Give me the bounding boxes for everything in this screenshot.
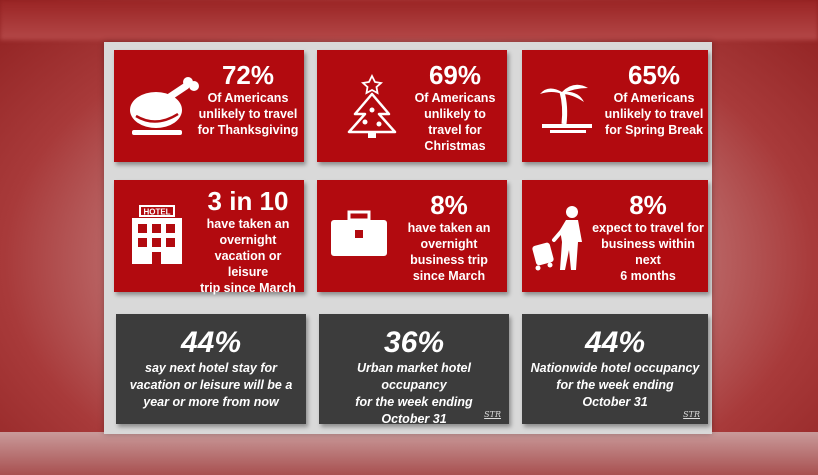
infographic-panel: 72% Of Americans unlikely to travel for …: [104, 42, 712, 434]
stat-line: year or more from now: [143, 395, 279, 409]
stat-line: overnight: [420, 237, 478, 251]
stat-line: travel for: [428, 123, 482, 137]
background-blur-top: [0, 0, 818, 40]
hotel-sign-text: HOTEL: [143, 208, 170, 217]
stat-value: 8%: [629, 190, 667, 220]
stat-line: since March: [412, 269, 486, 283]
stat-line: for Spring Break: [605, 123, 703, 137]
stat-value: 72%: [221, 60, 275, 90]
christmas-tree-icon: [347, 74, 397, 138]
stat-line: unlikely to travel: [198, 107, 298, 121]
background-blur-bottom: [0, 432, 818, 475]
stat-line: overnight: [219, 233, 277, 247]
stat-line: business within next: [601, 237, 695, 267]
stat-card-nationwide-occupancy: 44% Nationwide hotel occupancy for the w…: [522, 314, 708, 424]
stat-card-business-trip: 8% have taken an overnight business trip…: [317, 180, 507, 292]
stat-line: expect to travel for: [592, 221, 704, 235]
stat-value: 44%: [180, 326, 242, 359]
stat-line: Of Americans: [613, 91, 695, 105]
stat-line: have taken an: [206, 217, 290, 231]
stat-line: trip since March: [200, 281, 296, 295]
stat-line: vacation or leisure: [214, 249, 282, 279]
stat-line: business trip: [410, 253, 488, 267]
stat-value: 36%: [383, 326, 445, 359]
stat-line: October 31: [381, 412, 447, 426]
stat-line: vacation or leisure will be a: [129, 378, 293, 392]
traveler-luggage-icon: [532, 206, 582, 271]
stat-card-urban-occupancy: 36% Urban market hotel occupancy for the…: [319, 314, 509, 426]
stat-value: 8%: [430, 190, 468, 220]
stat-line: Urban market hotel occupancy: [357, 361, 471, 392]
stat-line: for the week ending: [355, 395, 473, 409]
stat-card-thanksgiving: 72% Of Americans unlikely to travel for …: [114, 50, 304, 162]
briefcase-icon: [331, 210, 387, 256]
stat-value: 69%: [428, 60, 482, 90]
stat-card-leisure-trip: HOTEL 3 in 10 have taken an overnight va…: [114, 180, 304, 295]
stat-line: 6 months: [620, 269, 676, 283]
stat-line: unlikely to travel: [604, 107, 704, 121]
stat-line: Christmas: [424, 139, 486, 153]
stat-value: 44%: [584, 326, 646, 359]
stat-line: Of Americans: [414, 91, 496, 105]
stat-line: October 31: [582, 395, 648, 409]
hotel-icon: HOTEL: [132, 205, 182, 264]
turkey-icon: [130, 77, 199, 135]
stat-value: 3 in 10: [207, 186, 289, 216]
stat-line: Nationwide hotel occupancy: [530, 361, 700, 375]
source-label: STR: [683, 410, 700, 419]
stat-line: Of Americans: [207, 91, 289, 105]
stat-card-spring-break: 65% Of Americans unlikely to travel for …: [522, 50, 708, 162]
stat-card-business-travel-plans: 8% expect to travel for business within …: [522, 180, 708, 292]
palm-tree-icon: [540, 84, 592, 133]
stat-line: for the week ending: [556, 378, 674, 392]
stat-line: have taken an: [407, 221, 491, 235]
stat-line: unlikely to: [424, 107, 486, 121]
stat-line: for Thanksgiving: [197, 123, 299, 137]
stat-line: say next hotel stay for: [145, 361, 277, 375]
stat-card-christmas: 69% Of Americans unlikely to travel for …: [317, 50, 507, 162]
stat-value: 65%: [627, 60, 681, 90]
source-label: STR: [484, 410, 501, 419]
stat-card-next-hotel-stay: 44% say next hotel stay for vacation or …: [116, 314, 306, 424]
